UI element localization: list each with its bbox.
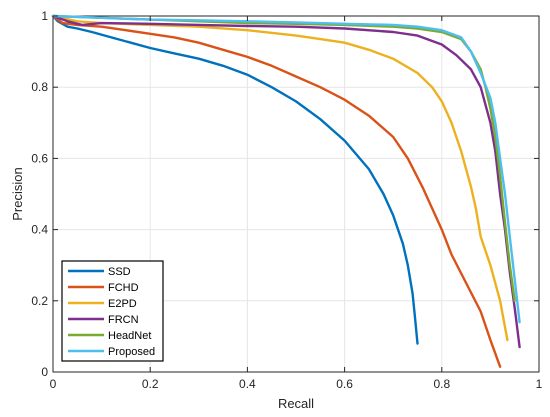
series-line-proposed <box>51 14 521 324</box>
y-tick-label: 0 <box>41 365 48 379</box>
series-line-fchd <box>51 14 502 368</box>
y-tick-label: 0.4 <box>31 223 48 237</box>
y-axis-title: Precision <box>10 167 25 220</box>
legend-label-frcn: FRCN <box>108 314 139 326</box>
x-tick-label: 0.6 <box>336 377 353 391</box>
x-tick-label: 0.2 <box>142 377 159 391</box>
axis-ticks: 0 0.2 0.4 0.6 0.8 1 0 0.2 0.4 0.6 0.8 1 <box>31 9 542 391</box>
legend-box <box>61 260 164 362</box>
legend-label-ssd: SSD <box>108 266 131 278</box>
x-tick-label: 0.8 <box>433 377 450 391</box>
y-tick-label: 1 <box>41 9 48 23</box>
x-tick-label: 1 <box>536 377 543 391</box>
plot-area-frame <box>52 15 540 373</box>
legend-label-fchd: FCHD <box>108 282 139 294</box>
x-tick-label: 0 <box>50 377 57 391</box>
legend-label-headnet: HeadNet <box>108 330 151 342</box>
series-line-ssd <box>51 14 419 345</box>
y-tick-label: 0.8 <box>31 80 48 94</box>
plot-series-group <box>51 14 521 368</box>
legend-label-e2pd: E2PD <box>108 298 137 310</box>
y-tick-label: 0.6 <box>31 151 48 165</box>
legend: SSD FCHD E2PD FRCN HeadNet Proposed <box>61 260 164 362</box>
x-tick-label: 0.4 <box>239 377 256 391</box>
x-axis-title: Recall <box>278 396 314 411</box>
series-line-frcn <box>51 14 521 349</box>
series-line-e2pd <box>51 14 509 342</box>
y-tick-label: 0.2 <box>31 294 48 308</box>
legend-label-proposed: Proposed <box>108 346 155 358</box>
